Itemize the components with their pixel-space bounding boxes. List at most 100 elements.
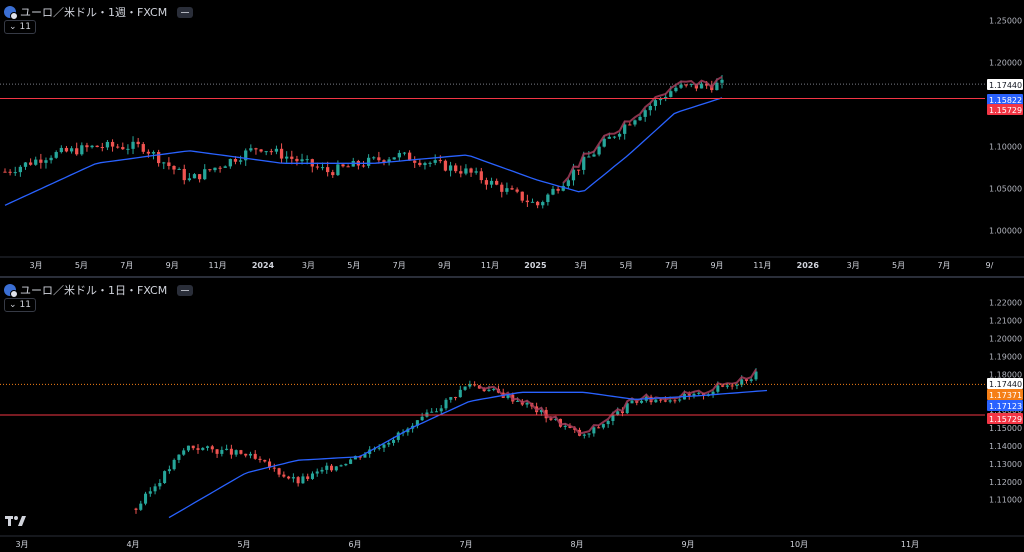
x-tick-label: 7月 bbox=[393, 261, 406, 270]
candle-body bbox=[612, 136, 617, 138]
candle-body bbox=[592, 427, 596, 434]
candle-body bbox=[126, 148, 130, 150]
candle-body bbox=[654, 399, 658, 403]
y-tick-label: 1.10000 bbox=[989, 143, 1022, 152]
candle-body bbox=[505, 188, 509, 192]
candle-body bbox=[268, 461, 272, 468]
candle-body bbox=[330, 465, 334, 471]
candle-body bbox=[363, 453, 367, 458]
candle-body bbox=[754, 371, 758, 380]
weekly-chart[interactable]: 1.250001.200001.150001.100001.050001.000… bbox=[0, 0, 1024, 276]
x-tick-label: 3月 bbox=[15, 540, 28, 549]
candle-body bbox=[153, 486, 157, 492]
candle-body bbox=[744, 379, 748, 381]
candle-body bbox=[258, 458, 262, 460]
price-label-box bbox=[987, 389, 1023, 400]
candle-body bbox=[238, 160, 243, 162]
x-tick-label: 5月 bbox=[620, 261, 633, 270]
candle-body bbox=[715, 82, 719, 91]
y-tick-label: 1.14000 bbox=[989, 442, 1022, 451]
collapse-icon[interactable] bbox=[177, 6, 194, 18]
candle-body bbox=[315, 166, 320, 168]
symbol-flag-icon bbox=[4, 284, 18, 298]
candle-body bbox=[464, 168, 468, 174]
candle-body bbox=[658, 98, 663, 101]
candle-body bbox=[64, 147, 69, 152]
candle-body bbox=[454, 397, 458, 399]
candle-body bbox=[668, 400, 672, 402]
x-tick-label: 11月 bbox=[481, 261, 499, 270]
candle-body bbox=[320, 469, 324, 472]
candle-body bbox=[492, 388, 496, 390]
indicators-toggle-button[interactable]: ⌄ 11 bbox=[4, 20, 36, 34]
candle-body bbox=[377, 447, 381, 449]
candle-body bbox=[279, 148, 284, 159]
candle-body bbox=[372, 157, 376, 159]
candle-body bbox=[602, 138, 606, 147]
candle-body bbox=[653, 100, 658, 106]
candle-body bbox=[392, 439, 396, 443]
x-tick-label: 2024 bbox=[252, 261, 275, 270]
candle-body bbox=[105, 141, 110, 148]
candle-body bbox=[290, 156, 294, 159]
candle-body bbox=[203, 169, 207, 180]
candle-body bbox=[520, 191, 524, 201]
candle-body bbox=[687, 393, 691, 396]
candle-body bbox=[300, 159, 304, 162]
candle-body bbox=[306, 476, 310, 479]
x-tick-label: 2026 bbox=[797, 261, 820, 270]
candle-body bbox=[210, 446, 214, 450]
candle-body bbox=[711, 391, 715, 395]
candle-body bbox=[459, 171, 463, 174]
candle-body bbox=[151, 152, 156, 154]
candle-body bbox=[561, 185, 565, 191]
weekly-chart-pane[interactable]: 1.250001.200001.150001.100001.050001.000… bbox=[0, 0, 1024, 276]
y-tick-label: 1.21000 bbox=[989, 317, 1022, 326]
candle-body bbox=[563, 425, 567, 427]
x-tick-label: 5月 bbox=[892, 261, 905, 270]
candle-body bbox=[444, 399, 448, 409]
candle-body bbox=[201, 447, 205, 450]
candle-body bbox=[49, 157, 53, 161]
daily-chart[interactable]: 1.220001.210001.200001.190001.180001.170… bbox=[0, 278, 1024, 552]
x-tick-label: 9月 bbox=[710, 261, 723, 270]
candle-body bbox=[144, 493, 148, 504]
collapse-icon[interactable] bbox=[177, 284, 194, 296]
x-tick-label: 6月 bbox=[348, 540, 361, 549]
x-tick-label: 7月 bbox=[937, 261, 950, 270]
candle-body bbox=[592, 154, 596, 157]
candle-body bbox=[146, 151, 151, 154]
candle-body bbox=[749, 379, 753, 381]
candle-body bbox=[263, 459, 267, 462]
candle-body bbox=[597, 146, 601, 155]
candle-body bbox=[443, 160, 448, 171]
price-label: 1.17440 bbox=[989, 81, 1022, 90]
candle-body bbox=[549, 418, 553, 420]
candle-body bbox=[272, 467, 276, 469]
chevron-down-icon: ⌄ bbox=[9, 22, 17, 32]
candle-body bbox=[434, 411, 438, 413]
candle-body bbox=[177, 454, 181, 460]
pane-divider[interactable] bbox=[0, 276, 1024, 278]
price-label: 1.17440 bbox=[989, 380, 1022, 389]
candle-body bbox=[331, 172, 335, 176]
candle-body bbox=[182, 450, 186, 455]
candle-body bbox=[377, 157, 381, 161]
candle-body bbox=[439, 408, 443, 412]
candle-body bbox=[716, 385, 720, 392]
x-tick-label: 7月 bbox=[665, 261, 678, 270]
band-line bbox=[562, 75, 723, 184]
candle-body bbox=[489, 180, 494, 185]
daily-chart-pane[interactable]: 1.220001.210001.200001.190001.180001.170… bbox=[0, 278, 1024, 552]
candle-body bbox=[597, 427, 601, 429]
candle-body bbox=[430, 411, 434, 413]
indicators-toggle-button[interactable]: ⌄ 11 bbox=[4, 298, 36, 312]
x-tick-label: 5月 bbox=[237, 540, 250, 549]
candle-body bbox=[358, 455, 362, 458]
y-tick-label: 1.00000 bbox=[989, 226, 1022, 235]
x-tick-label: 2025 bbox=[524, 261, 547, 270]
candle-body bbox=[438, 160, 442, 162]
candle-body bbox=[633, 120, 637, 125]
candle-body bbox=[69, 148, 74, 152]
candle-body bbox=[253, 453, 257, 459]
